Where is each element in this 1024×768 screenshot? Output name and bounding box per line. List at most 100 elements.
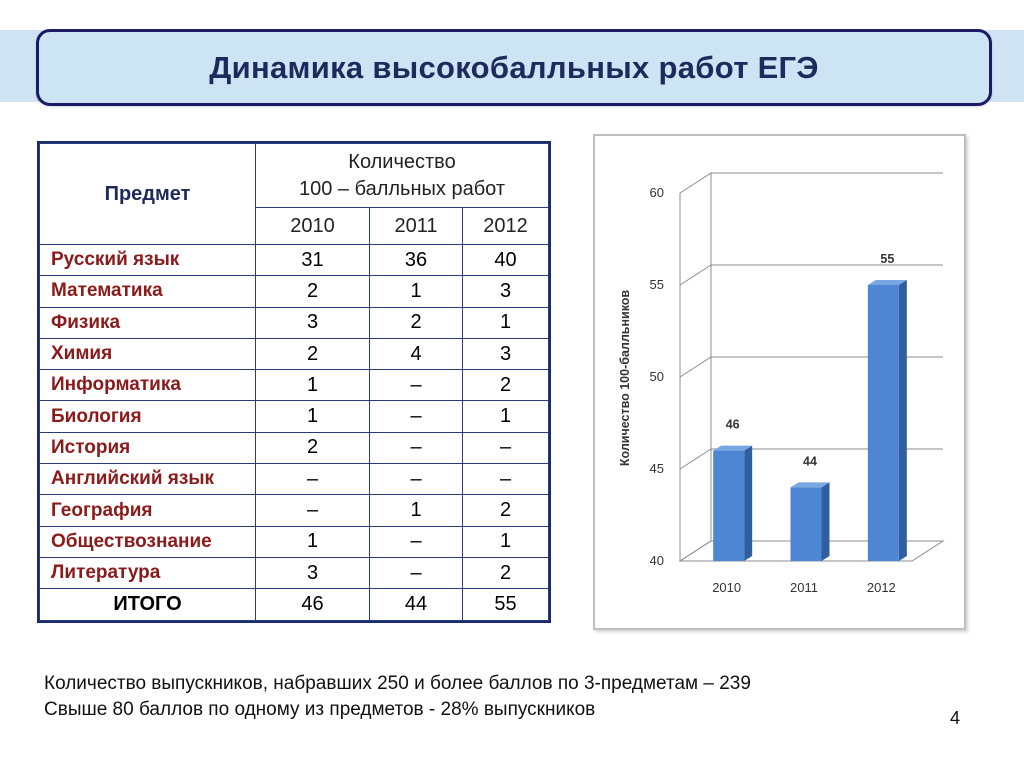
value-cell: – (369, 400, 463, 433)
value-cell: – (369, 525, 463, 558)
header-year: 2011 (369, 207, 463, 245)
bar-side (821, 482, 830, 561)
bar-side (744, 445, 753, 561)
y-tick-label: 55 (650, 277, 664, 292)
results-table: Предмет Количество 100 – балльных работ … (37, 141, 551, 623)
table-row: Информатика 1–2 (39, 369, 549, 402)
x-tick-label: 2011 (790, 580, 818, 595)
data-label: 46 (726, 418, 740, 432)
table-row: Английский язык – – – (39, 463, 549, 496)
subject-cell: Математика (39, 275, 256, 308)
subject-cell: Информатика (39, 369, 256, 402)
value-cell: – (369, 431, 463, 465)
total-label: ИТОГО (39, 588, 256, 621)
value-cell: 2 (462, 494, 549, 527)
table-years-row: 2010 2011 2012 (40, 207, 549, 245)
subject-cell: Биология (39, 400, 256, 433)
page-number: 4 (950, 708, 961, 728)
gridline (679, 356, 943, 378)
value-cell: 1 (462, 306, 549, 339)
header-count-line1: Количество (348, 150, 456, 173)
table-row: История 2– – (39, 431, 549, 465)
y-tick-label: 45 (650, 461, 664, 476)
value-cell: 2 (462, 369, 549, 402)
chart-labels: 40 45 50 55 60 46 2010 44 2011 55 2012 (650, 185, 896, 595)
subject-cell: Химия (39, 337, 256, 371)
bar-side (898, 280, 907, 561)
subject-cell: Русский язык (39, 243, 256, 277)
subject-cell: Физика (39, 306, 256, 339)
value-cell: 40 (462, 243, 549, 277)
bar (790, 482, 830, 561)
note-line-2: Свыше 80 баллов по одному из предметов -… (44, 699, 596, 720)
gridline (679, 448, 943, 470)
y-axis-label: Количество 100-балльников (618, 290, 632, 467)
table-row: Химия 2 4 3 (39, 337, 549, 371)
slide-title: Динамика высокобалльных работ ЕГЭ (209, 49, 819, 85)
value-cell: 1 (369, 275, 463, 308)
table-header-row: Предмет Количество 100 – балльных работ (39, 143, 549, 245)
y-tick-label: 50 (650, 369, 664, 384)
value-cell: 1 (462, 525, 549, 558)
table-row: Биология 1–1 (39, 400, 549, 433)
chart-frame: 40 45 50 55 60 46 2010 44 2011 55 2012 Количество … (593, 134, 966, 630)
total-row: ИТОГО 46 44 55 (39, 588, 549, 621)
value-cell: 3 (255, 556, 370, 590)
bar-top (867, 280, 907, 285)
title-box: Динамика высокобалльных работ ЕГЭ (36, 29, 992, 106)
bar (713, 445, 753, 561)
chart-grid (678, 172, 945, 562)
value-cell: – (369, 369, 463, 402)
value-cell: 1 (255, 369, 370, 402)
header-year: 2010 (255, 207, 370, 245)
value-cell: – (255, 463, 370, 496)
subject-cell: Обществознание (39, 525, 256, 558)
header-year: 2012 (462, 207, 549, 245)
header-subject: Предмет (39, 143, 256, 245)
table-row: Математика 2 1 3 (39, 275, 549, 308)
value-cell: 1 (255, 400, 370, 433)
data-label: 44 (803, 454, 817, 468)
value-cell: 2 (462, 556, 549, 590)
data-label: 55 (880, 252, 894, 266)
table-row: Литература 3–2 (39, 556, 549, 590)
subject-cell: Английский язык (39, 463, 256, 496)
value-cell: – (369, 556, 463, 590)
x-tick-label: 2010 (712, 580, 741, 595)
value-cell: 2 (255, 275, 370, 308)
y-tick-label: 60 (650, 185, 664, 200)
value-cell: 2 (255, 431, 370, 465)
table-row: География –1 2 (39, 494, 549, 527)
value-cell: – (255, 494, 370, 527)
y-tick-label: 40 (650, 553, 664, 568)
subject-cell: История (39, 431, 256, 465)
total-value: 55 (462, 588, 549, 621)
value-cell: – (462, 431, 549, 465)
table-row: Обществознание 1–1 (39, 525, 549, 558)
value-cell: 3 (255, 306, 370, 339)
x-tick-label: 2012 (867, 580, 896, 595)
gridline (679, 172, 943, 194)
subject-cell: Литература (39, 556, 256, 590)
value-cell: 2 (255, 337, 370, 371)
bar-front (713, 450, 745, 561)
value-cell: 31 (255, 243, 370, 277)
value-cell: 3 (462, 337, 549, 371)
note-line-1: Количество выпускников, набравших 250 и … (44, 673, 751, 694)
value-cell: 3 (462, 275, 549, 308)
bar (867, 280, 907, 561)
bar-top (790, 482, 830, 488)
value-cell: 1 (255, 525, 370, 558)
value-cell: 36 (369, 243, 463, 277)
value-cell: 4 (369, 337, 463, 371)
bar-chart: 40 45 50 55 60 46 2010 44 2011 55 2012 Количество … (618, 172, 945, 595)
total-value: 44 (369, 588, 463, 621)
chart-bars (713, 280, 907, 561)
header-count-line2: 100 – балльных работ (298, 177, 505, 200)
header-count: Количество 100 – балльных работ (255, 143, 549, 208)
bar-front (867, 285, 899, 561)
table-row: Физика 3 2 1 (39, 306, 549, 339)
total-value: 46 (255, 588, 370, 621)
value-cell: 1 (462, 400, 549, 433)
bar-front (790, 487, 822, 561)
